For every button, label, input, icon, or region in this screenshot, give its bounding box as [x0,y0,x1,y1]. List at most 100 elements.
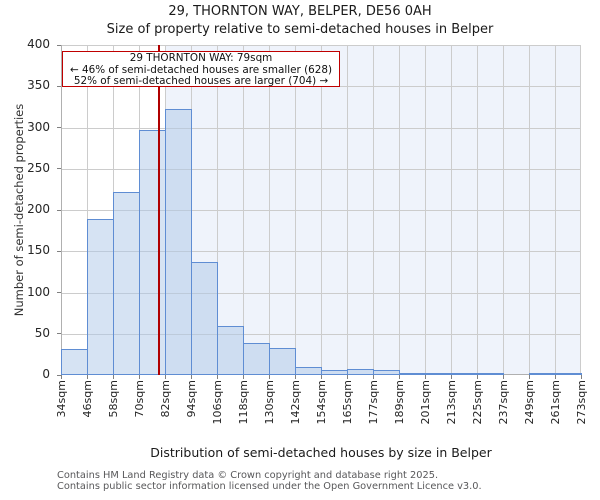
x-tick-mark [399,375,400,379]
histogram-bar [347,369,374,375]
gridline-vertical [477,45,478,375]
x-tick-mark [61,375,62,379]
y-tick-mark [57,374,61,376]
y-tick-label: 350 [27,78,50,93]
y-tick-label: 300 [27,119,50,134]
annotation-property-line: 29 THORNTON WAY: 79sqm [129,52,273,64]
x-tick-label: 82sqm [158,380,172,418]
gridline-vertical [399,45,400,375]
x-tick-mark [373,375,374,379]
histogram-bar [295,366,322,375]
footer-attribution-line-2: Contains public sector information licen… [57,481,482,492]
x-tick-mark [347,375,348,379]
gridline-vertical [425,45,426,375]
gridline-vertical [529,45,530,375]
gridline-vertical [295,45,296,375]
annotation-smaller-line: ← 46% of semi-detached houses are smalle… [69,63,333,76]
x-tick-label: 273sqm [574,380,588,425]
histogram-bar [477,373,504,375]
y-tick-mark [57,44,61,46]
x-tick-label: 34sqm [54,380,68,418]
histogram-bar [399,372,426,375]
x-tick-mark [113,375,114,379]
x-tick-mark [295,375,296,379]
histogram-bar [165,109,192,375]
gridline-vertical [555,45,556,375]
x-tick-mark [451,375,452,379]
x-tick-label: 249sqm [522,380,536,425]
gridline-vertical [451,45,452,375]
chart-subtitle: Size of property relative to semi-detach… [106,22,494,37]
x-tick-mark [503,375,504,379]
x-tick-label: 225sqm [470,380,484,425]
histogram-bar [555,373,582,375]
y-tick-mark [57,85,61,87]
histogram-bar [113,191,140,375]
y-tick-label: 200 [27,202,50,216]
x-tick-label: 70sqm [132,380,146,418]
x-tick-mark [243,375,244,379]
x-tick-label: 213sqm [444,380,458,425]
x-tick-mark [139,375,140,379]
x-tick-mark [529,375,530,379]
histogram-bar [87,219,114,375]
y-tick-label: 400 [27,37,50,51]
x-tick-label: 46sqm [80,380,94,418]
histogram-bar [269,347,296,375]
histogram-bar [529,372,556,375]
y-tick-label: 150 [27,243,50,258]
x-tick-label: 154sqm [314,380,328,425]
x-tick-mark [555,375,556,379]
gridline-vertical [347,45,348,375]
footer-attribution-line-1: Contains HM Land Registry data © Crown c… [57,470,439,481]
histogram-bar [243,342,270,375]
y-tick-mark [57,292,61,293]
x-tick-label: 130sqm [262,380,276,425]
gridline-vertical [87,45,88,375]
x-tick-label: 189sqm [392,380,406,425]
x-tick-label: 261sqm [548,380,562,425]
x-tick-mark [191,375,192,379]
y-tick-mark [57,333,61,335]
x-tick-mark [165,375,166,379]
gridline-vertical [373,45,374,375]
chart-title: 29, THORNTON WAY, BELPER, DE56 0AH [168,4,432,19]
x-tick-mark [269,375,270,379]
y-tick-mark [57,209,61,211]
y-tick-label: 100 [27,284,50,299]
x-tick-label: 165sqm [340,380,354,425]
x-tick-label: 201sqm [418,380,432,425]
gridline-vertical [503,45,504,375]
histogram-bar [373,370,400,375]
x-tick-label: 118sqm [236,380,250,425]
gridline-vertical [269,45,270,375]
annotation-box: 29 THORNTON WAY: 79sqm ← 46% of semi-det… [62,51,340,87]
x-tick-mark [477,375,478,379]
x-tick-mark [321,375,322,379]
gridline-vertical [243,45,244,375]
histogram-bar [451,373,478,375]
x-tick-label: 58sqm [106,380,120,418]
x-tick-label: 94sqm [184,380,198,418]
x-tick-label: 106sqm [210,380,224,425]
annotation-larger-line: 52% of semi-detached houses are larger (… [73,75,329,88]
y-tick-label: 250 [27,160,50,175]
x-tick-mark [581,375,582,379]
y-tick-mark [57,250,61,252]
gridline-vertical [580,45,581,375]
x-tick-mark [87,375,88,379]
x-tick-label: 237sqm [496,380,510,425]
y-tick-mark [57,127,61,128]
histogram-bar [321,370,348,375]
y-tick-label: 50 [34,325,50,340]
x-tick-label: 177sqm [366,380,380,425]
plot-area: 29 THORNTON WAY: 79sqm ← 46% of semi-det… [61,45,582,375]
y-tick-mark [57,168,61,170]
x-tick-label: 142sqm [288,380,302,425]
property-size-marker-line [157,45,160,375]
x-tick-mark [217,375,218,379]
histogram-bar [139,129,166,375]
x-axis-title: Distribution of semi-detached houses by … [150,445,492,460]
y-tick-label: 0 [42,367,50,381]
